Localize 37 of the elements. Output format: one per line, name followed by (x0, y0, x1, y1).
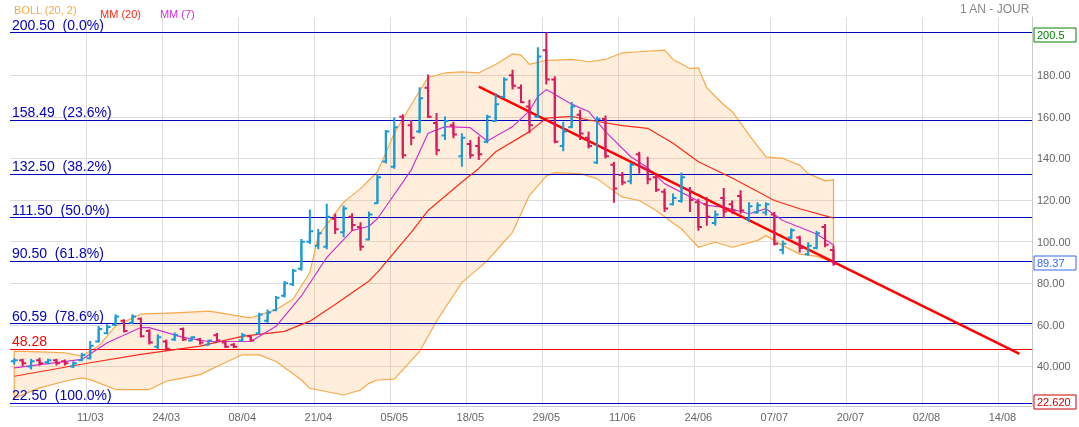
text: MM (7) (159, 8, 195, 20)
x-tick-label: 24/03 (152, 410, 181, 423)
y-tick-label: 60.00 (1037, 318, 1065, 331)
text: 1 AN - JOUR (959, 2, 1030, 16)
x-tick-label: 14/08 (988, 410, 1017, 423)
ref-line-label: 158.49 (23.6%) (12, 103, 112, 120)
x-tick-label: 18/05 (456, 410, 485, 423)
ref-line-label: 22.50 (100.0%) (12, 386, 112, 403)
y-tick-label: 100.00 (1037, 235, 1071, 248)
ref-line-label: 48.28 (12, 333, 48, 350)
y-tick-label: 120.00 (1037, 194, 1071, 207)
text: BOLL (20, 2) (14, 3, 77, 16)
x-tick-label: 11/06 (609, 410, 636, 423)
x-tick-label: 29/05 (532, 410, 561, 423)
y-tick-label: 180.00 (1037, 69, 1071, 82)
x-tick-label: 21/04 (304, 410, 333, 423)
ref-line-label: 132.50 (38.2%) (12, 158, 112, 175)
x-tick-label: 24/06 (684, 410, 713, 423)
text: 200.5 (1037, 29, 1065, 41)
candlestick (291, 268, 294, 287)
ref-line-label: 60.59 (78.6%) (12, 307, 104, 324)
text: 22.620 (1037, 396, 1071, 408)
x-tick-label: 08/04 (228, 410, 257, 423)
text: MM (20) (100, 8, 141, 20)
candlestick (139, 316, 142, 339)
ref-line-label: 111.50 (50.0%) (12, 201, 110, 218)
x-tick-label: 05/05 (380, 410, 409, 423)
y-tick-label: 80.00 (1037, 277, 1065, 290)
text: 89.37 (1037, 257, 1065, 269)
ref-line-label: 90.50 (61.8%) (12, 245, 104, 262)
x-tick-label: 07/07 (760, 410, 789, 423)
x-tick-label: 11/03 (76, 410, 104, 423)
y-tick-label: 160.00 (1037, 110, 1071, 123)
y-tick-label: 40.000 (1037, 360, 1071, 373)
x-tick-label: 02/08 (912, 410, 941, 423)
y-tick-label: 140.00 (1037, 152, 1071, 165)
x-tick-label: 20/07 (836, 410, 865, 423)
